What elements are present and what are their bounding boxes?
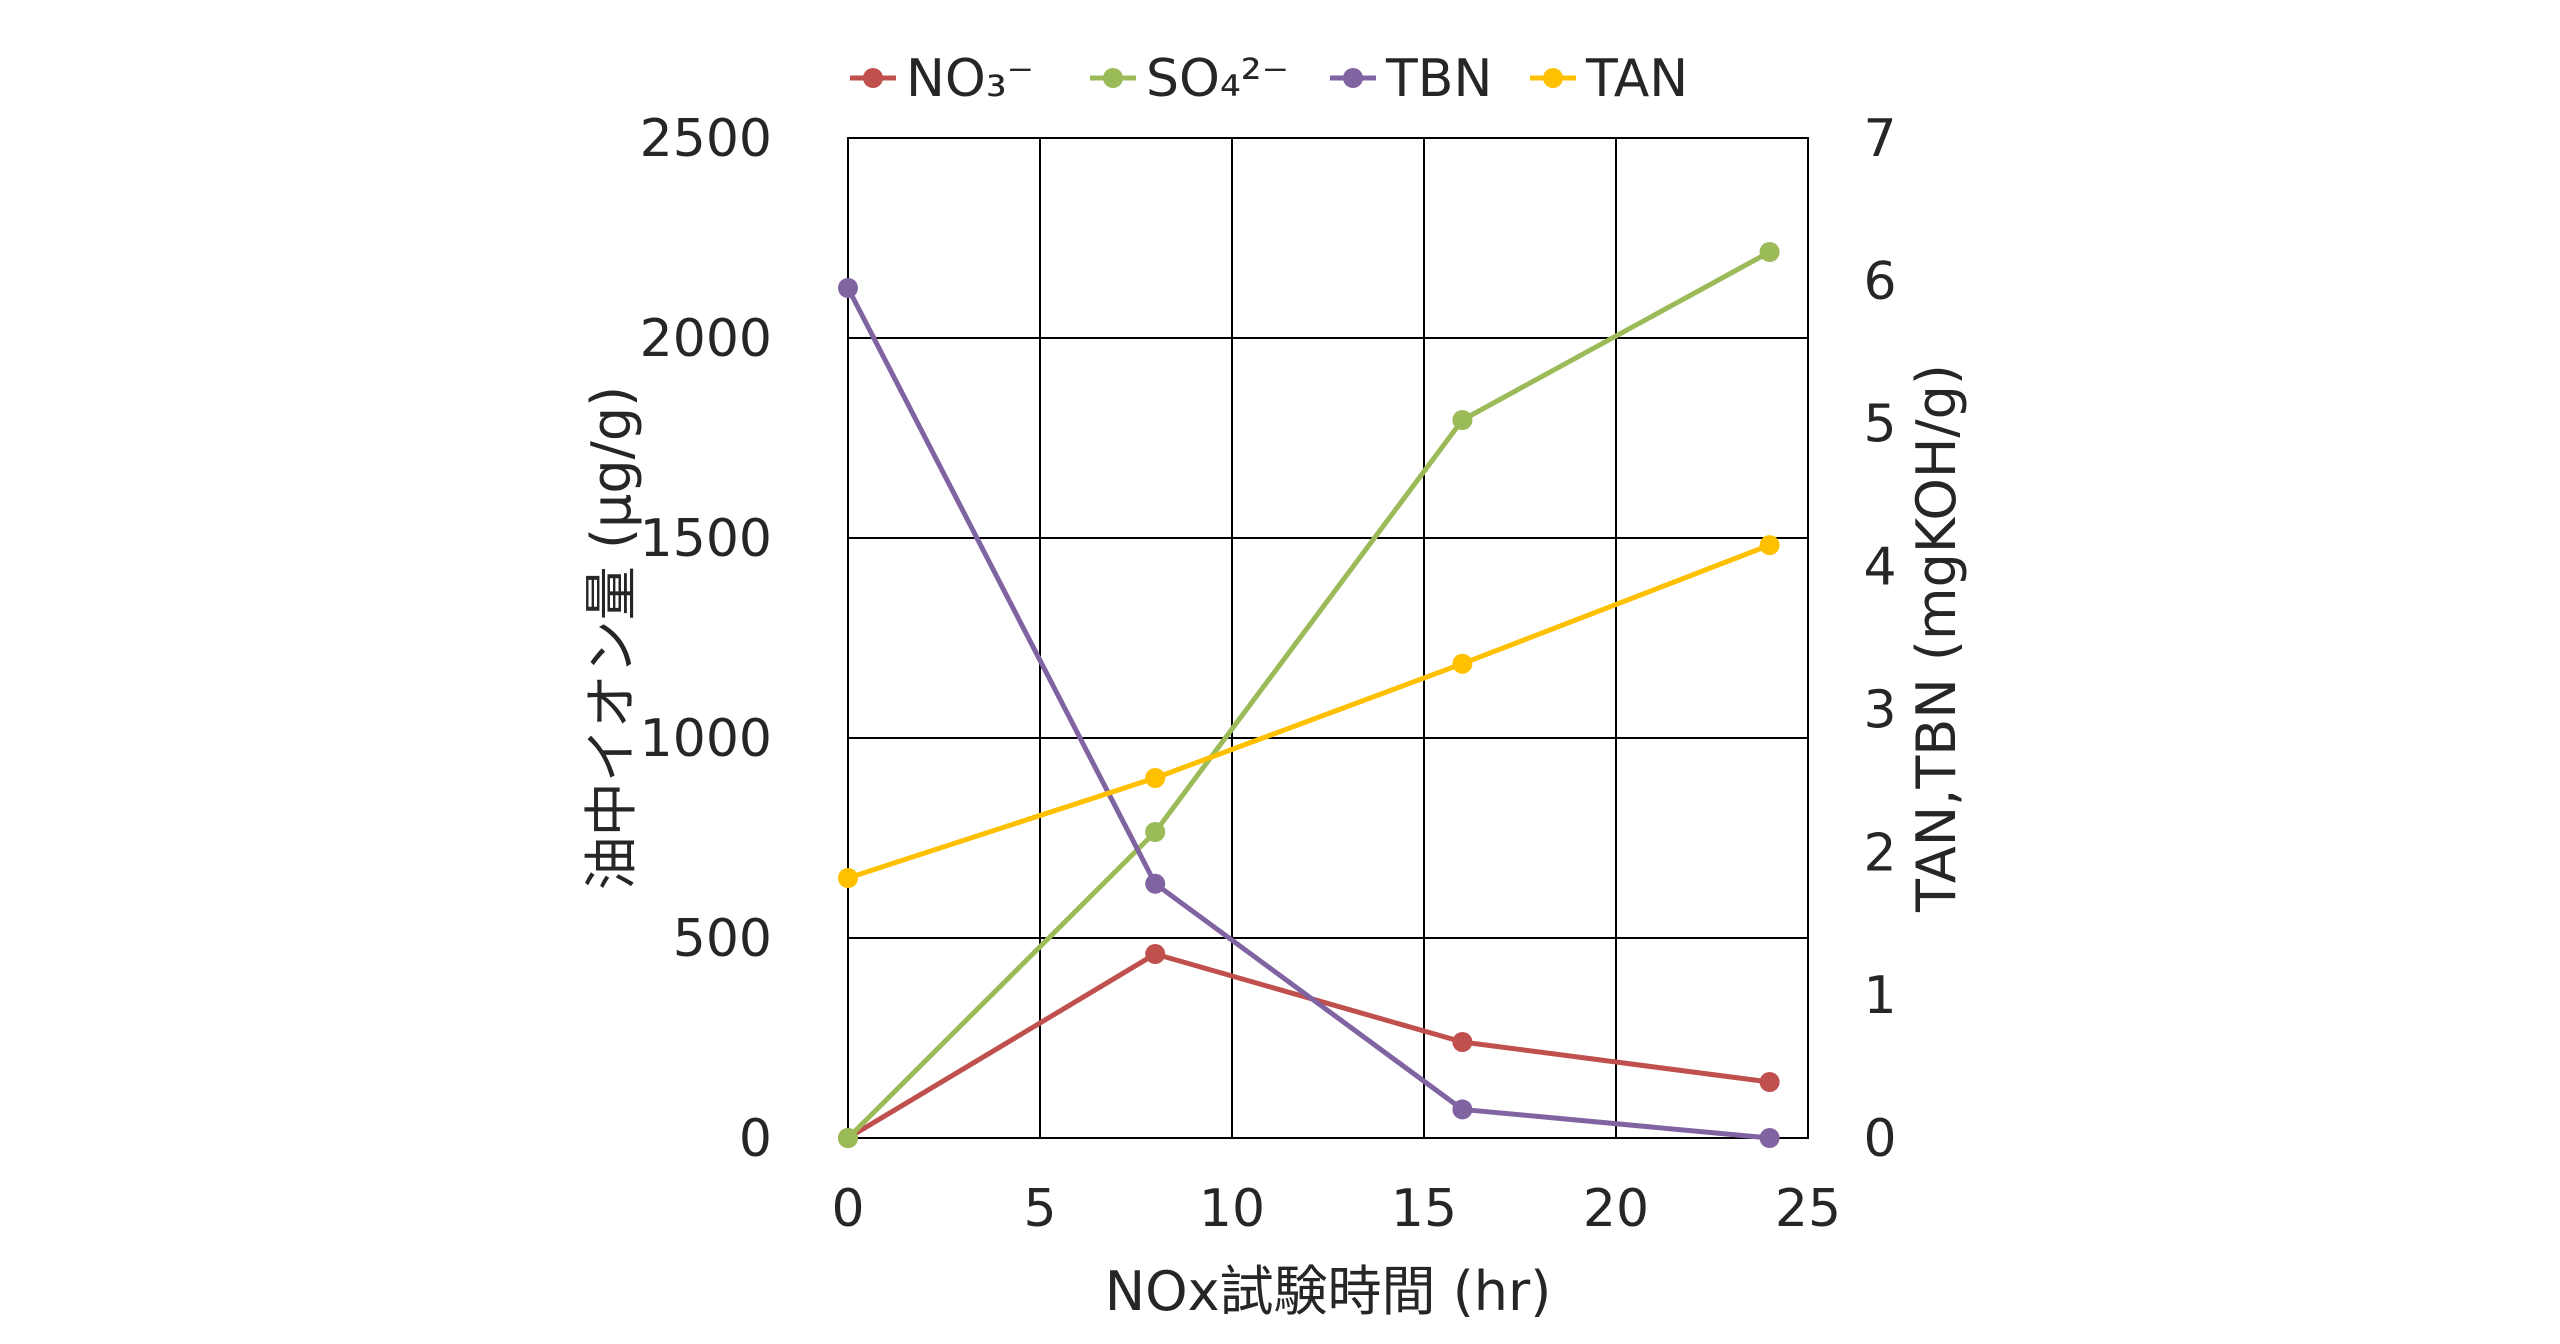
legend-label: SO₄²⁻ [1146, 49, 1289, 109]
series-3 [838, 535, 1780, 888]
legend-swatch-marker [1343, 68, 1363, 88]
legend-item: NO₃⁻ [850, 49, 1034, 109]
series-1 [838, 242, 1780, 1148]
right-tick-label: 7 [1863, 109, 1896, 169]
data-point [1452, 410, 1473, 430]
legend-label: TAN [1585, 49, 1688, 109]
left-tick-label: 2500 [640, 109, 772, 169]
x-axis-title: NOx試験時間 (hr) [1105, 1260, 1552, 1323]
left-axis-ticks: 0 500 1000 1500 2000 2500 [640, 109, 772, 1169]
data-point [838, 868, 858, 888]
data-point [1145, 944, 1166, 964]
right-tick-label: 2 [1863, 823, 1896, 883]
right-axis-title: TAN,TBN (mgKOH/g) [1905, 364, 1968, 913]
data-point [1145, 873, 1166, 894]
data-point [1759, 1072, 1780, 1092]
legend-item: TBN [1330, 49, 1492, 109]
right-tick-label: 4 [1863, 538, 1896, 598]
x-axis-ticks: 0 5 10 15 20 25 [831, 1179, 1841, 1239]
data-point [1452, 1032, 1473, 1052]
left-tick-label: 500 [673, 909, 772, 969]
x-tick-label: 20 [1583, 1179, 1649, 1239]
data-point [1145, 768, 1166, 788]
left-tick-label: 1500 [640, 509, 772, 569]
left-axis-title: 油中イオン量 (μg/g) [580, 386, 643, 890]
legend-label: TBN [1385, 49, 1492, 109]
legend-swatch-marker [863, 68, 883, 88]
legend-label: NO₃⁻ [906, 49, 1034, 109]
legend-swatch-marker [1543, 68, 1563, 88]
left-tick-label: 2000 [640, 309, 772, 369]
series-line [845, 286, 1770, 1141]
series-line [846, 249, 1771, 1140]
x-tick-label: 0 [831, 1179, 864, 1239]
data-point [1759, 535, 1780, 556]
plot-area [848, 138, 1808, 1138]
legend-item: TAN [1530, 49, 1688, 109]
legend: NO₃⁻ SO₄²⁻ TBN TAN [850, 49, 1688, 109]
right-axis-ticks: 0 1 2 3 4 5 6 7 [1863, 109, 1896, 1169]
legend-item: SO₄²⁻ [1090, 49, 1289, 109]
x-tick-label: 25 [1775, 1179, 1841, 1239]
left-tick-label: 1000 [640, 709, 772, 769]
right-tick-label: 3 [1863, 680, 1896, 740]
x-tick-label: 5 [1023, 1179, 1056, 1239]
x-tick-label: 10 [1199, 1179, 1265, 1239]
series-line [847, 542, 1771, 881]
data-point [1759, 1128, 1780, 1148]
right-tick-label: 0 [1863, 1109, 1896, 1169]
left-tick-label: 0 [739, 1109, 772, 1169]
data-point [1452, 653, 1473, 674]
data-point [1145, 822, 1166, 842]
x-tick-label: 15 [1391, 1179, 1457, 1239]
series-2 [838, 278, 1780, 1148]
data-point [838, 278, 858, 298]
plot-border [847, 137, 1809, 1139]
right-tick-label: 6 [1863, 252, 1896, 312]
right-tick-label: 1 [1863, 966, 1896, 1026]
data-point [1452, 1099, 1473, 1120]
right-tick-label: 5 [1863, 395, 1896, 455]
data-point [838, 1128, 858, 1148]
legend-swatch-marker [1103, 68, 1123, 88]
series-group [838, 242, 1780, 1148]
data-point [1759, 242, 1780, 262]
